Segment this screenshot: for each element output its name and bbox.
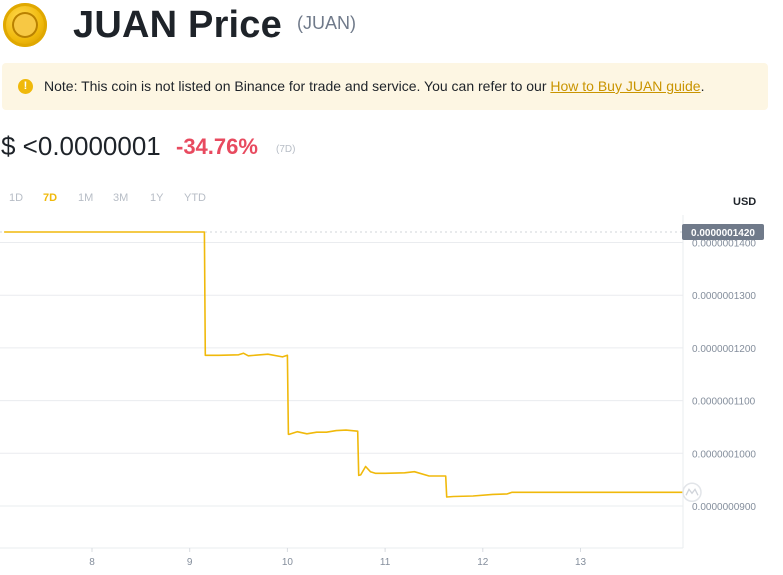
price-change-period: (7D) <box>276 144 296 155</box>
x-tick-label: 13 <box>575 557 587 568</box>
range-tab-1d[interactable]: 1D <box>9 192 24 204</box>
range-tab-3m[interactable]: 3M <box>113 192 129 204</box>
y-tick-label: 0.0000001100 <box>692 397 756 408</box>
watermark-glyph <box>685 488 699 496</box>
x-tick-label: 10 <box>282 557 294 568</box>
range-tab-7d[interactable]: 7D <box>43 192 58 204</box>
x-tick-label: 11 <box>380 557 391 568</box>
y-tick-label: 0.0000001400 <box>692 239 756 250</box>
note-text: Note: This coin is not listed on Binance… <box>44 78 551 94</box>
current-price-tag <box>682 223 764 240</box>
warning-icon: ! <box>18 79 33 94</box>
range-tab-ytd[interactable]: YTD <box>184 192 206 204</box>
how-to-buy-guide-link[interactable]: How to Buy JUAN guide <box>550 78 701 94</box>
page-header: JUAN Price (JUAN) <box>0 0 783 55</box>
x-tick-label: 9 <box>187 557 193 568</box>
current-price-tag-label: 0.0000001420 <box>691 228 755 239</box>
note-message: Note: This coin is not listed on Binance… <box>44 78 704 95</box>
listing-note-banner: ! Note: This coin is not listed on Binan… <box>2 63 768 110</box>
coin-logo-inner <box>12 12 38 38</box>
x-tick-label: 12 <box>477 557 489 568</box>
page-title: JUAN Price <box>73 4 282 46</box>
price-chart[interactable]: 0.0000001400 0.0000001300 0.0000001200 0.00… <box>0 215 783 575</box>
currency-label: USD <box>733 196 757 208</box>
y-tick-label: 0.0000001000 <box>692 449 756 460</box>
note-tail: . <box>700 78 705 94</box>
y-tick-label: 0.0000001200 <box>692 344 756 355</box>
range-tab-1y[interactable]: 1Y <box>150 192 164 204</box>
x-tick-label: 8 <box>89 557 95 568</box>
range-tab-1m[interactable]: 1M <box>78 192 94 204</box>
coin-logo-icon <box>3 3 47 47</box>
y-tick-label: 0.0000000900 <box>692 502 756 513</box>
price-line <box>4 231 684 498</box>
price-change-percent: -34.76% <box>176 134 258 159</box>
y-tick-label: 0.0000001300 <box>692 291 756 302</box>
current-price: $ <0.0000001 <box>1 131 161 161</box>
coin-symbol: (JUAN) <box>297 13 356 33</box>
